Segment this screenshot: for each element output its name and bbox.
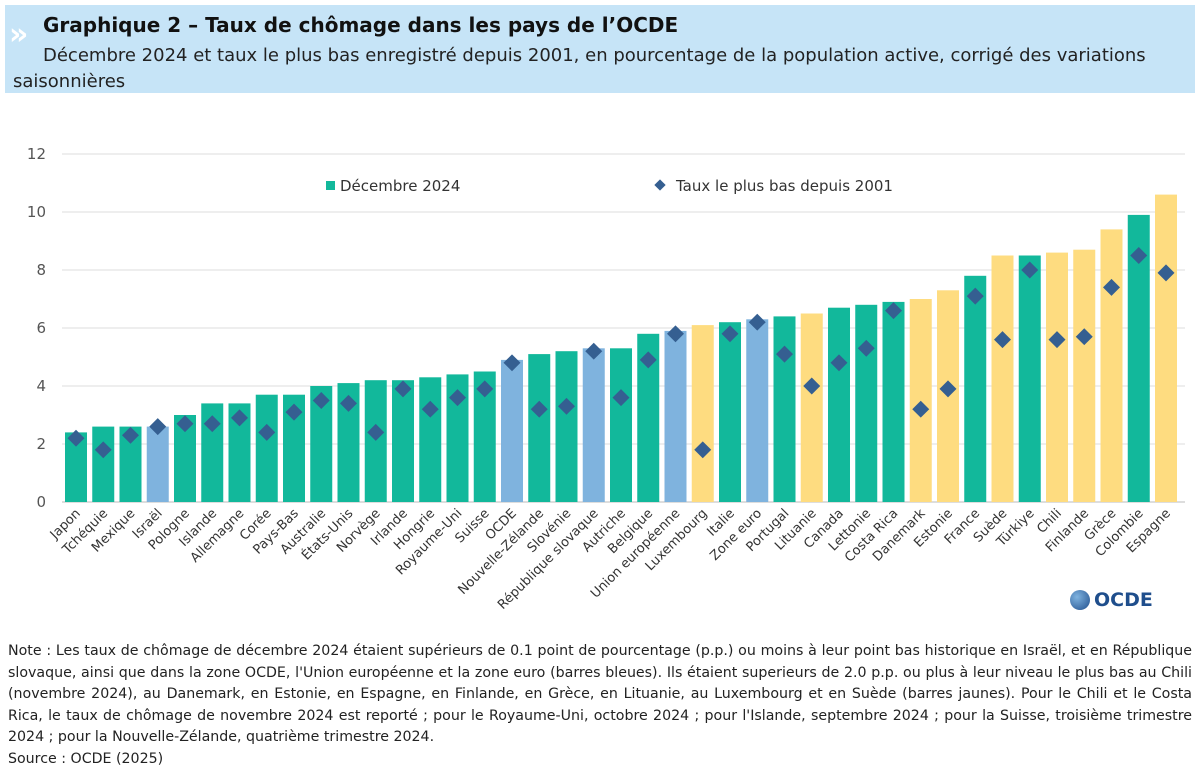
source: Source : OCDE (2025)	[8, 751, 164, 767]
marker	[530, 400, 548, 418]
marker	[176, 415, 194, 433]
bar	[1155, 194, 1177, 502]
bar	[1100, 229, 1123, 502]
marker	[966, 287, 984, 305]
legend: Décembre 2024 Taux le plus bas depuis 20…	[326, 177, 893, 195]
marker	[721, 325, 739, 343]
legend-bar-swatch	[326, 181, 335, 190]
bar	[909, 299, 932, 502]
bar	[446, 374, 469, 502]
marker	[285, 403, 303, 421]
marker	[231, 409, 248, 427]
note: Note : Les taux de chômage de décembre 2…	[8, 643, 1192, 745]
header-banner: » Graphique 2 – Taux de chômage dans les…	[5, 5, 1195, 93]
y-tick-label: 4	[36, 377, 46, 395]
bar	[65, 432, 87, 502]
legend-marker-swatch	[654, 179, 666, 191]
bar	[964, 275, 987, 502]
chart-title: Graphique 2 – Taux de chômage dans les p…	[43, 13, 679, 37]
bar	[691, 325, 714, 502]
y-tick-label: 6	[36, 319, 46, 337]
marker	[885, 302, 902, 320]
bar	[882, 301, 905, 502]
bar	[473, 371, 496, 502]
bar	[1127, 214, 1150, 502]
y-tick-label: 2	[36, 435, 46, 453]
bar	[555, 351, 578, 502]
bar	[828, 307, 850, 502]
marker	[748, 313, 766, 331]
legend-bar-label: Décembre 2024	[340, 177, 460, 195]
legend-marker-label: Taux le plus bas depuis 2001	[675, 177, 893, 195]
marker	[585, 342, 603, 360]
marker	[612, 389, 630, 407]
bar	[746, 319, 769, 502]
y-tick-label: 0	[36, 493, 46, 511]
marker	[558, 397, 575, 415]
marker	[476, 380, 494, 398]
marker	[503, 354, 521, 372]
bar	[582, 348, 605, 502]
y-tick-label: 12	[27, 145, 46, 163]
marker	[912, 400, 930, 418]
marker	[203, 415, 221, 433]
bar	[800, 313, 823, 502]
bar	[146, 426, 169, 502]
bar	[637, 333, 660, 502]
bar	[174, 415, 196, 502]
marker	[667, 325, 684, 343]
marker	[340, 394, 357, 412]
marker	[122, 426, 139, 444]
bar	[337, 383, 360, 502]
bar	[1018, 255, 1041, 502]
bar	[228, 403, 251, 502]
marker	[803, 377, 821, 395]
marker	[830, 354, 848, 372]
oecd-logo: OCDE	[1070, 589, 1153, 611]
marker	[67, 429, 85, 447]
bar	[310, 386, 333, 502]
bar	[255, 394, 278, 502]
marker	[367, 423, 385, 441]
marker	[94, 441, 112, 459]
marker	[449, 389, 466, 407]
bar	[119, 426, 142, 502]
bar	[1073, 249, 1096, 502]
bar	[501, 359, 523, 502]
marker	[994, 331, 1011, 349]
bar	[392, 380, 414, 502]
bar	[364, 380, 387, 502]
marker	[857, 339, 875, 357]
marker	[258, 423, 276, 441]
bar	[92, 426, 115, 502]
marker	[939, 380, 957, 398]
marker	[312, 392, 330, 409]
marker	[639, 351, 657, 369]
marker	[149, 418, 167, 436]
marker	[694, 441, 712, 459]
logo-text: OCDE	[1094, 589, 1153, 611]
y-tick-label: 10	[27, 203, 46, 221]
marker	[394, 380, 412, 398]
y-tick-label: 8	[36, 261, 46, 279]
marker	[421, 400, 439, 418]
bar	[610, 348, 632, 502]
bar	[664, 330, 687, 502]
bar	[283, 394, 305, 502]
globe-icon	[1070, 590, 1090, 610]
bar	[719, 322, 741, 502]
bar	[773, 316, 796, 502]
bar	[855, 304, 878, 502]
bar	[1046, 252, 1068, 502]
bar	[991, 255, 1014, 502]
chart: 024681012JaponTchéquieMexiqueIsraëlPolog…	[27, 145, 1185, 613]
chart-subtitle: Décembre 2024 et taux le plus bas enregi…	[13, 45, 1146, 92]
marker	[776, 345, 793, 363]
bar	[201, 403, 224, 502]
bar	[419, 377, 442, 502]
bar	[528, 354, 551, 502]
